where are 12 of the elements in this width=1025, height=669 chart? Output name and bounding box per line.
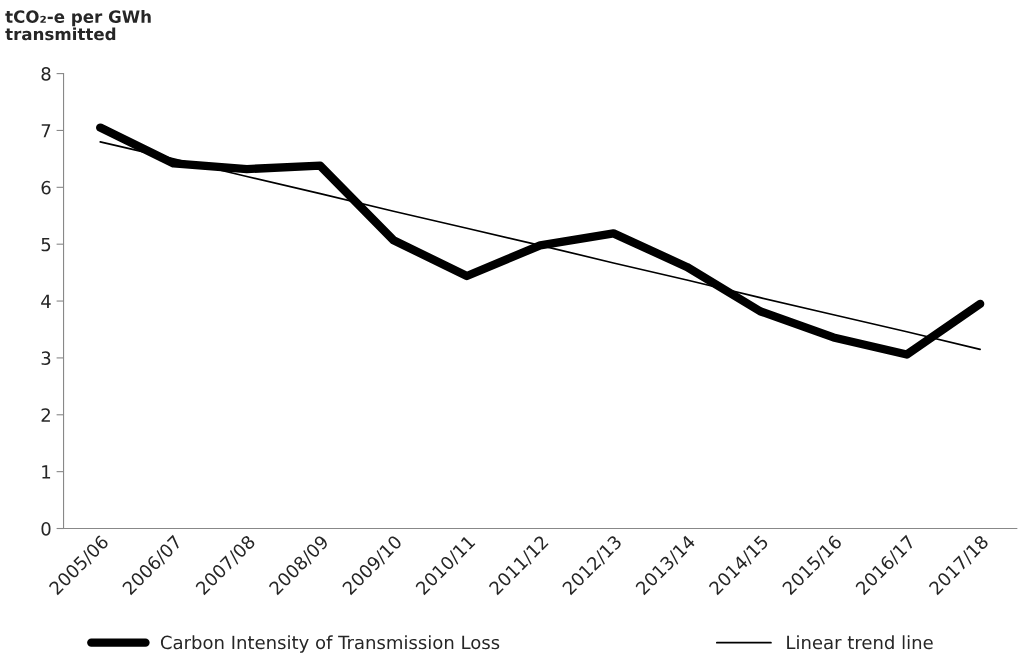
legend-label: Linear trend line	[787, 635, 933, 650]
y-axis-title: tCO₂-e per GWh transmitted	[5, 10, 151, 41]
y-tick-label: 3	[41, 351, 51, 366]
y-tick-label: 7	[41, 124, 51, 138]
y-tick-label: 5	[41, 237, 51, 252]
y-tick-label: 4	[41, 294, 51, 308]
y-tick-label: 0	[41, 521, 51, 536]
y-tick-label: 6	[41, 180, 51, 195]
y-tick-label: 2	[41, 408, 50, 422]
legend-label: Carbon Intensity of Transmission Loss	[160, 635, 500, 653]
y-tick-label: 8	[41, 67, 51, 81]
y-tick-label: 1	[42, 465, 51, 479]
